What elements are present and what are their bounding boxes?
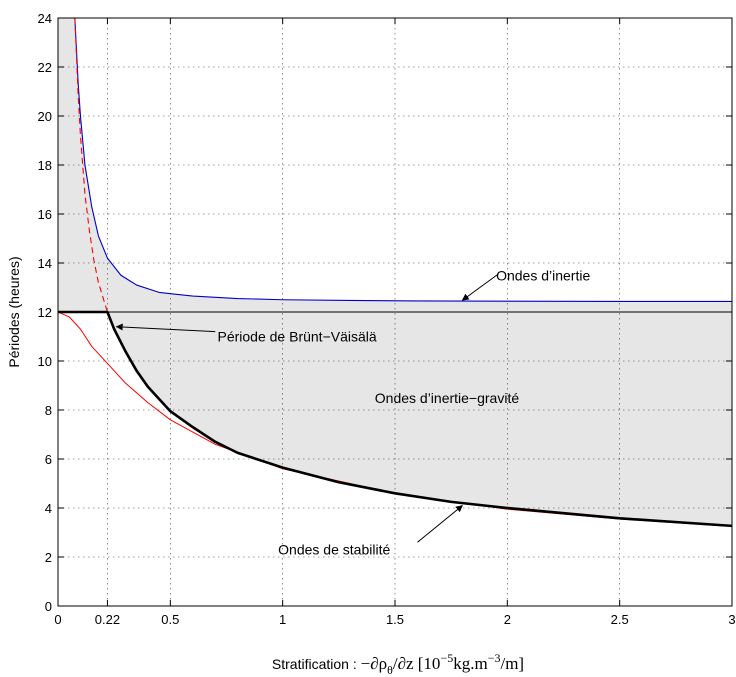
y-tick-label: 18 [38, 158, 52, 173]
x-tick-label: 1.5 [386, 612, 404, 627]
annotation-arrow [417, 505, 463, 543]
annotation-label: Période de Brünt−Väisälä [218, 329, 377, 345]
x-tick-label: 1 [279, 612, 286, 627]
axis-ticks [57, 17, 733, 607]
annotation-label: Ondes d’inertie [496, 267, 590, 283]
y-tick-label: 6 [45, 452, 52, 467]
x-tick-label: 2.5 [611, 612, 629, 627]
y-tick-label: 22 [38, 60, 52, 75]
y-axis-label: Périodes (heures) [6, 256, 22, 367]
x-tick-label: 2 [504, 612, 511, 627]
annotation-label: Ondes d’inertie−gravité [375, 390, 520, 406]
y-tick-label: 14 [38, 256, 52, 271]
x-tick-label: 0.22 [95, 612, 120, 627]
y-tick-label: 24 [38, 11, 52, 26]
x-axis-label-expr: −∂ρ [361, 654, 387, 673]
series-group [58, 18, 732, 528]
x-tick-label: 0 [54, 612, 61, 627]
x-axis-label-end: /m] [500, 654, 524, 673]
series-line-red-dashed [74, 18, 108, 313]
x-tick-label: 0.5 [161, 612, 179, 627]
x-axis-label-sub: θ [387, 663, 393, 677]
x-axis-label-prefix: Stratification : [272, 656, 361, 672]
series-line-blue-solid [74, 18, 732, 303]
y-tick-label: 10 [38, 354, 52, 369]
annotations: Ondes d’inertie Période de Brünt−Väisälä O… [115, 267, 590, 558]
x-axis-label: Stratification : −∂ρθ/∂z [10−5kg.m−3/m] [272, 651, 524, 677]
y-tick-label: 2 [45, 550, 52, 565]
y-tick-label: 4 [45, 501, 52, 516]
y-tick-label: 16 [38, 207, 52, 222]
annotation-label: Ondes de stabilité [278, 542, 390, 558]
x-axis-label-sup2: −3 [488, 651, 501, 665]
annotation-arrow [461, 273, 499, 301]
y-tick-label: 12 [38, 305, 52, 320]
annotation-arrow [115, 323, 216, 333]
shaded-region-upper [58, 18, 732, 312]
y-tick-label: 8 [45, 403, 52, 418]
x-axis-label-sup1: −5 [440, 651, 453, 665]
x-axis-label-expr2: /∂z [10 [393, 654, 441, 673]
series-line-black-thick [58, 310, 732, 528]
x-axis-label-mid: kg.m [453, 654, 487, 673]
x-tick-label: 3 [728, 612, 735, 627]
y-tick-label: 0 [45, 599, 52, 614]
y-tick-label: 20 [38, 109, 52, 124]
